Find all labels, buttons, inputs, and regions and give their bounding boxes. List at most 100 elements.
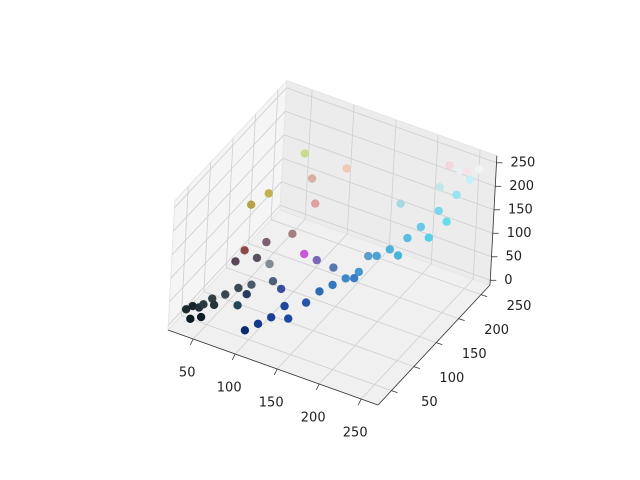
point <box>288 229 297 238</box>
point <box>354 267 364 277</box>
z-tick-label: 0 <box>504 273 512 288</box>
point <box>385 245 395 254</box>
point <box>312 255 321 265</box>
grid-line <box>430 134 439 265</box>
point <box>266 313 276 322</box>
grid-line <box>270 90 279 220</box>
point <box>474 165 484 174</box>
point <box>181 305 191 314</box>
grid-line <box>172 111 286 232</box>
y-tick-label: 100 <box>439 371 464 386</box>
z-tick-label: 50 <box>506 249 523 264</box>
point <box>280 301 289 311</box>
point <box>247 280 256 289</box>
x-axis-line <box>167 329 379 406</box>
grid-line <box>181 186 189 316</box>
point <box>246 200 256 209</box>
tick-mark <box>315 383 320 391</box>
tick-mark <box>480 294 488 297</box>
point <box>341 274 350 283</box>
grid-line <box>192 218 306 340</box>
point <box>300 249 309 259</box>
point <box>188 301 197 311</box>
z-axis-line <box>489 155 498 286</box>
point <box>221 290 230 299</box>
point <box>242 290 251 299</box>
point <box>424 233 433 242</box>
grid-line <box>170 158 284 279</box>
point <box>364 251 373 261</box>
point <box>196 312 206 322</box>
point <box>462 167 471 176</box>
point <box>284 314 293 323</box>
point <box>328 280 337 290</box>
grid-line <box>281 181 492 258</box>
point <box>403 233 412 243</box>
grid-line <box>234 233 348 355</box>
point <box>276 284 286 294</box>
grid-line <box>360 278 474 400</box>
point <box>307 174 317 183</box>
point <box>262 237 271 247</box>
y-tick-label: 250 <box>507 299 532 314</box>
point <box>240 246 249 255</box>
point <box>416 222 426 232</box>
point <box>372 251 381 261</box>
tick-mark <box>189 338 194 346</box>
point <box>396 199 405 208</box>
y-axis-line <box>377 284 491 406</box>
point <box>240 326 250 335</box>
y-tick-label: 150 <box>462 347 487 362</box>
point <box>442 217 451 226</box>
point <box>455 166 465 175</box>
point <box>233 301 242 310</box>
grid-line <box>282 157 493 234</box>
x-tick-label: 200 <box>301 411 326 426</box>
point <box>268 277 278 286</box>
tick-mark <box>231 353 236 361</box>
point <box>234 283 243 293</box>
point <box>253 319 263 328</box>
point <box>445 161 454 170</box>
point <box>434 206 443 216</box>
point <box>311 199 320 208</box>
point <box>231 257 240 266</box>
point <box>186 314 195 323</box>
grid-line <box>203 162 212 292</box>
point <box>300 149 309 158</box>
x-tick-label: 250 <box>343 426 368 441</box>
x-tick-label: 50 <box>179 366 196 381</box>
grid-line <box>286 87 497 164</box>
z-tick-label: 100 <box>507 226 532 241</box>
tick-mark <box>273 368 278 376</box>
grid-line <box>225 138 234 268</box>
grid-line <box>174 87 287 209</box>
point <box>264 189 273 198</box>
grid-line <box>318 263 432 385</box>
z-tick-label: 250 <box>511 155 536 170</box>
point <box>265 259 274 269</box>
point <box>209 300 219 310</box>
x-tick-label: 150 <box>259 396 284 411</box>
point <box>301 298 311 307</box>
tick-mark <box>458 318 465 321</box>
point <box>393 251 403 260</box>
y-tick-label: 50 <box>421 395 438 410</box>
point <box>342 164 351 173</box>
point <box>252 253 262 263</box>
grid-line <box>171 134 285 256</box>
tick-mark <box>413 366 420 369</box>
tick-mark <box>357 398 362 406</box>
tick-mark <box>391 390 398 393</box>
y-tick-label: 200 <box>484 323 509 338</box>
point <box>349 274 359 283</box>
x-tick-label: 100 <box>217 381 242 396</box>
point <box>329 263 338 272</box>
grid-line <box>276 248 390 370</box>
grid-line <box>248 114 256 244</box>
z-tick-label: 200 <box>509 179 534 194</box>
point <box>315 287 324 296</box>
grid-line <box>280 204 491 281</box>
point <box>199 300 208 309</box>
